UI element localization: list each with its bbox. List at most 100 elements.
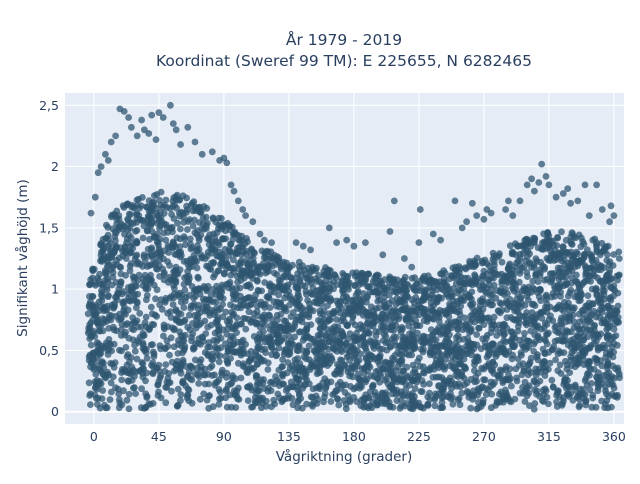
scatter-point: [452, 371, 460, 379]
scatter-point: [432, 360, 439, 367]
scatter-point: [603, 390, 610, 398]
scatter-point: [124, 284, 132, 291]
scatter-point: [417, 337, 425, 345]
scatter-point: [162, 196, 170, 204]
scatter-point: [427, 344, 435, 352]
scatter-point: [578, 234, 585, 242]
scatter-point: [170, 241, 178, 248]
scatter-point: [606, 258, 614, 266]
scatter-point: [349, 296, 356, 304]
scatter-point: [267, 253, 275, 261]
scatter-point: [515, 361, 523, 369]
scatter-point: [273, 271, 281, 278]
scatter-point: [339, 332, 347, 340]
scatter-point: [479, 272, 487, 280]
scatter-point: [416, 206, 424, 213]
scatter-point: [250, 248, 258, 256]
scatter-point: [98, 291, 105, 299]
scatter-point: [580, 306, 588, 314]
scatter-point: [303, 331, 311, 339]
scatter-point: [509, 212, 517, 220]
scatter-point: [485, 351, 493, 359]
scatter-point: [343, 236, 351, 244]
scatter-point: [365, 353, 373, 360]
scatter-point: [558, 305, 565, 313]
scatter-point: [136, 204, 143, 212]
scatter-point: [401, 402, 408, 410]
scatter-point: [321, 390, 329, 397]
scatter-point: [608, 390, 616, 398]
scatter-point: [306, 274, 314, 282]
scatter-point: [563, 278, 570, 286]
scatter-point: [454, 267, 461, 275]
scatter-point: [546, 359, 554, 367]
scatter-point: [224, 261, 231, 269]
scatter-point: [511, 395, 519, 403]
scatter-point: [514, 355, 522, 363]
scatter-point: [181, 286, 189, 294]
scatter-point: [157, 214, 165, 221]
x-tick-label: 360: [602, 429, 626, 444]
scatter-point: [351, 321, 359, 329]
scatter-point: [201, 371, 209, 379]
scatter-point: [251, 394, 259, 401]
scatter-point: [357, 350, 364, 358]
scatter-point: [575, 395, 583, 403]
scatter-point: [237, 320, 245, 328]
scatter-point: [468, 351, 475, 359]
scatter-point: [530, 261, 538, 269]
scatter-point: [589, 300, 597, 308]
scatter-point: [104, 157, 112, 164]
scatter-point: [209, 245, 216, 253]
scatter-point: [374, 358, 382, 365]
y-tick-label: 2: [51, 159, 59, 174]
scatter-point: [109, 273, 117, 281]
scatter-point: [334, 395, 341, 403]
scatter-point: [593, 239, 600, 247]
scatter-point: [320, 398, 327, 406]
scatter-point: [94, 342, 102, 350]
scatter-point: [615, 248, 623, 256]
scatter-point: [490, 313, 498, 321]
scatter-point: [177, 364, 185, 371]
scatter-point: [553, 398, 560, 406]
scatter-point: [411, 274, 419, 282]
scatter-point: [528, 314, 536, 321]
scatter-point: [201, 380, 209, 388]
scatter-point: [126, 267, 134, 275]
scatter-point: [227, 240, 234, 248]
scatter-point: [260, 328, 267, 336]
scatter-point: [320, 272, 328, 279]
scatter-point: [177, 332, 185, 340]
scatter-point: [324, 266, 332, 274]
scatter-point: [568, 240, 575, 248]
scatter-point: [123, 353, 131, 360]
scatter-point: [147, 271, 155, 279]
scatter-point: [226, 248, 234, 256]
scatter-point: [366, 337, 374, 344]
scatter-point: [592, 313, 600, 321]
scatter-point: [506, 260, 514, 268]
scatter-point: [603, 335, 611, 342]
scatter-point: [143, 355, 151, 362]
scatter-point: [94, 394, 102, 402]
scatter-point: [230, 295, 238, 303]
scatter-point: [168, 387, 175, 395]
scatter-point: [184, 391, 192, 399]
scatter-point: [418, 377, 426, 384]
scatter-point: [429, 331, 437, 339]
scatter-point: [594, 384, 602, 391]
scatter-point: [554, 234, 562, 242]
scatter-point: [428, 287, 436, 295]
scatter-point: [169, 301, 177, 308]
scatter-point: [386, 273, 394, 281]
scatter-point: [110, 340, 118, 348]
scatter-point: [131, 347, 139, 355]
scatter-point: [125, 405, 133, 413]
scatter-point: [93, 314, 101, 321]
scatter-point: [225, 222, 233, 230]
scatter-point: [168, 225, 176, 233]
scatter-point: [94, 169, 102, 177]
scatter-point: [112, 132, 119, 140]
